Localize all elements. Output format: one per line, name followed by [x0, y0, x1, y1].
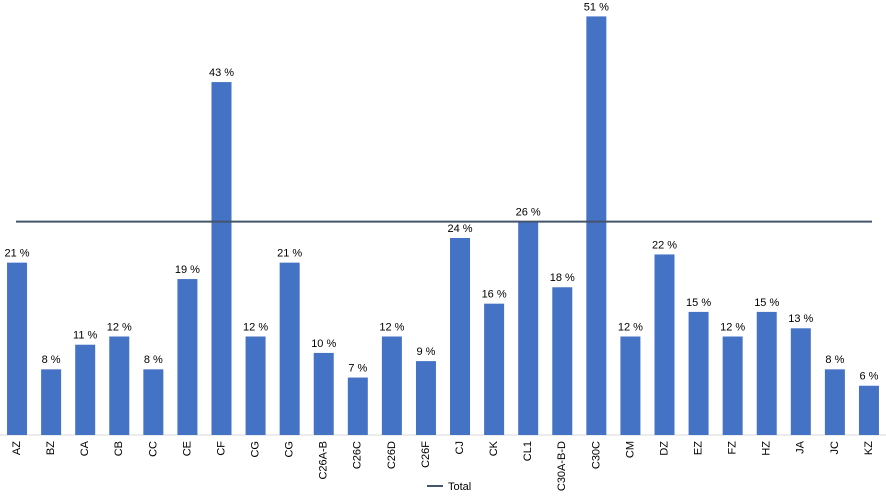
- bar: [858, 385, 879, 435]
- legend: Total: [427, 481, 471, 493]
- value-label: 18 %: [550, 272, 575, 284]
- value-label: 51 %: [584, 1, 609, 13]
- value-label: 21 %: [277, 248, 302, 260]
- value-label: 8 %: [42, 354, 61, 366]
- x-tick-label: CA: [79, 440, 91, 456]
- bar: [450, 238, 471, 435]
- bar: [654, 254, 675, 435]
- x-tick-label: DZ: [658, 441, 670, 456]
- x-tick-label: HZ: [761, 441, 773, 456]
- bar: [518, 221, 539, 435]
- value-label: 9 %: [416, 346, 435, 358]
- bar: [824, 369, 845, 435]
- x-tick-label: BZ: [45, 441, 57, 455]
- x-tick-label: CL1: [522, 441, 534, 461]
- bar: [688, 311, 709, 435]
- value-label: 8 %: [144, 354, 163, 366]
- bar: [586, 16, 607, 435]
- bar: [381, 336, 402, 435]
- x-tick-label: C26A-B: [318, 441, 330, 480]
- x-tick-label: CE: [181, 441, 193, 456]
- value-label: 43 %: [209, 67, 234, 79]
- x-tick-label: CK: [488, 440, 500, 456]
- x-tick-label: CB: [113, 441, 125, 456]
- bar: [552, 287, 573, 435]
- bar: [756, 311, 777, 435]
- bar: [109, 336, 130, 435]
- bar: [279, 262, 300, 435]
- value-label: 26 %: [516, 207, 541, 219]
- x-tick-label: CJ: [454, 441, 466, 454]
- x-tick-label: C26F: [420, 441, 432, 468]
- value-label: 16 %: [482, 289, 507, 301]
- x-tick-label: CF: [215, 441, 227, 456]
- value-label: 15 %: [686, 297, 711, 309]
- x-tick-label: C26C: [352, 441, 364, 469]
- value-label: 12 %: [107, 321, 132, 333]
- bar: [211, 82, 232, 435]
- bar: [790, 328, 811, 435]
- value-label: 22 %: [652, 239, 677, 251]
- bar: [177, 279, 198, 435]
- value-label: 12 %: [243, 321, 268, 333]
- x-tick-label: CG: [249, 441, 261, 458]
- value-label: 13 %: [788, 313, 813, 325]
- value-label: 7 %: [348, 362, 367, 374]
- value-label: 19 %: [175, 264, 200, 276]
- bar: [143, 369, 164, 435]
- x-tick-label: CC: [147, 441, 159, 457]
- bar: [75, 344, 96, 435]
- x-tick-label: FZ: [727, 441, 739, 455]
- x-tick-label: KZ: [863, 441, 875, 455]
- x-tick-label: AZ: [11, 441, 23, 455]
- value-label: 12 %: [618, 321, 643, 333]
- value-label: 21 %: [4, 248, 29, 260]
- value-label: 11 %: [73, 330, 97, 342]
- legend-label: Total: [448, 481, 471, 493]
- bar: [620, 336, 641, 435]
- bar: [722, 336, 743, 435]
- bar: [313, 352, 334, 435]
- x-tick-label: CM: [624, 441, 636, 458]
- value-label: 8 %: [825, 354, 844, 366]
- value-label: 10 %: [311, 338, 336, 350]
- x-tick-label: JA: [795, 440, 807, 454]
- x-tick-label: CG: [284, 441, 296, 458]
- bar: [347, 377, 368, 435]
- value-label: 24 %: [447, 223, 472, 235]
- x-tick-label: JC: [829, 441, 841, 455]
- bar: [415, 361, 436, 435]
- value-label: 6 %: [859, 371, 878, 383]
- value-label: 12 %: [379, 321, 404, 333]
- bar: [245, 336, 266, 435]
- bar: [7, 262, 28, 435]
- x-tick-label: C30A-B-D: [556, 441, 568, 491]
- bar: [484, 303, 505, 435]
- x-tick-label: EZ: [692, 441, 704, 455]
- bar: [41, 369, 62, 435]
- x-tick-label: C26D: [386, 441, 398, 469]
- x-tick-label: C30C: [590, 441, 602, 469]
- value-label: 15 %: [754, 297, 779, 309]
- value-label: 12 %: [720, 321, 745, 333]
